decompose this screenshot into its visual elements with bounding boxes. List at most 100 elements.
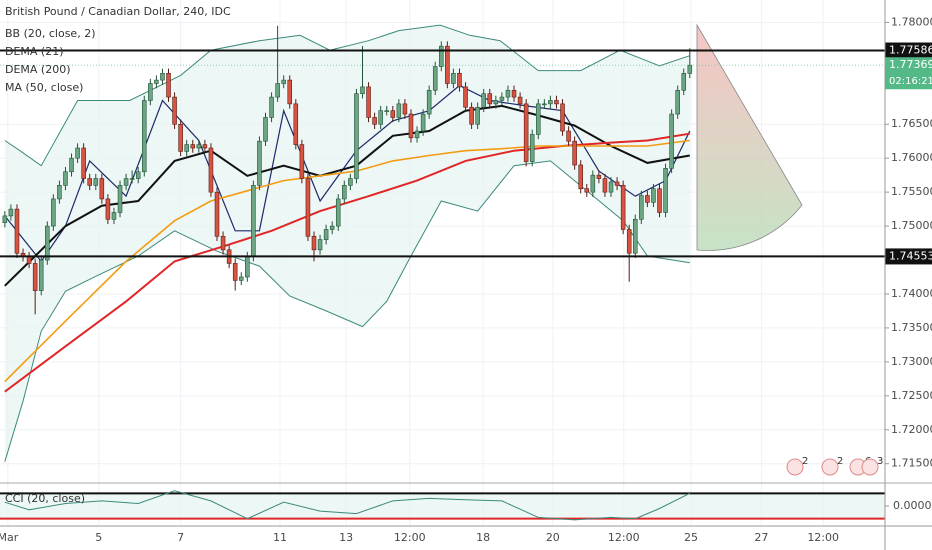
event-icon <box>861 458 879 476</box>
candle-body <box>232 263 238 281</box>
x-tick-label: 7 <box>177 531 184 544</box>
candle-body <box>499 96 505 101</box>
candle-body <box>384 110 390 112</box>
candle-body <box>402 103 408 115</box>
candle-body <box>572 140 577 166</box>
projection-shape[interactable] <box>696 23 803 251</box>
y-tick-label: 1.76500 <box>891 117 932 130</box>
x-tick-label: 18 <box>476 531 490 544</box>
candle-body <box>626 229 632 254</box>
candle-body <box>542 103 547 106</box>
candle-body <box>590 174 596 193</box>
x-tick-label: 27 <box>754 531 768 544</box>
candle-body <box>536 103 541 135</box>
candle-body <box>457 73 462 88</box>
level-box <box>885 42 932 59</box>
y-tick-label: 1.73500 <box>891 321 932 334</box>
candle-body <box>208 147 214 193</box>
level-box <box>885 248 932 265</box>
candle-body <box>548 100 553 105</box>
candle-body <box>639 195 644 220</box>
candle-body <box>487 93 493 105</box>
legend-entry: DEMA (21) <box>5 45 64 58</box>
candle-body <box>251 185 256 257</box>
candle-body <box>111 212 117 220</box>
y-tick-label: 1.74000 <box>891 287 932 300</box>
cci-line <box>4 490 691 521</box>
indicator-line <box>4 132 690 393</box>
cci-tick-label: 0.0000 <box>893 499 932 512</box>
candle-body <box>129 178 135 180</box>
x-tick-label: 5 <box>95 531 102 544</box>
x-tick-label: 11 <box>273 531 287 544</box>
y-tick-label: 1.75000 <box>891 219 932 232</box>
candle-body <box>51 198 56 227</box>
candle-body <box>190 144 196 149</box>
candle-body <box>57 185 62 200</box>
candle-body <box>196 144 202 149</box>
candle-body <box>687 64 693 74</box>
candles <box>2 25 693 315</box>
x-tick-label: 20 <box>546 531 560 544</box>
candle-body <box>166 73 171 98</box>
event-icon <box>821 458 839 476</box>
candle-body <box>342 185 347 200</box>
candle-body <box>408 113 414 139</box>
candle-body <box>293 103 299 145</box>
event-count: 2 <box>837 456 843 467</box>
candle-body <box>275 83 280 98</box>
candle-body <box>657 188 662 213</box>
y-tick-label: 1.72500 <box>891 389 932 402</box>
candle-body <box>160 73 165 81</box>
candle-body <box>220 235 226 251</box>
y-tick-label: 1.75500 <box>891 185 932 198</box>
indicator-line <box>4 139 690 383</box>
candle-body <box>426 89 432 115</box>
candle-body <box>238 276 244 281</box>
candle-body <box>354 93 359 179</box>
candle-body <box>148 83 153 101</box>
cci-legend: CCI (20, close) <box>5 492 85 505</box>
candle-body <box>214 191 220 237</box>
candle-body <box>8 208 14 217</box>
candle-body <box>75 147 80 159</box>
candle-body <box>614 181 620 186</box>
level-label: 1.77586 <box>889 44 932 57</box>
candle-body <box>348 178 353 186</box>
candle-body <box>317 239 323 251</box>
candle-body <box>420 113 426 132</box>
candle-body <box>432 66 438 91</box>
candle-body <box>311 235 317 251</box>
candle-body <box>154 79 159 84</box>
candle-body <box>632 218 638 254</box>
candle-body <box>141 100 147 173</box>
legend-entry: BB (20, close, 2) <box>5 27 96 40</box>
y-tick-label: 1.78000 <box>891 15 932 28</box>
legend-entry: DEMA (200) <box>5 63 71 76</box>
candle-body <box>335 198 341 227</box>
candle-body <box>439 45 444 67</box>
cci-band <box>0 493 885 519</box>
candle-body <box>299 144 305 179</box>
candle-body <box>105 198 111 220</box>
candle-body <box>554 100 559 105</box>
candle-body <box>184 144 189 152</box>
candle-body <box>305 178 311 237</box>
last-price-box <box>885 57 932 90</box>
bb-fill <box>4 25 690 462</box>
y-tick-label: 1.71500 <box>891 457 932 470</box>
candle-body <box>529 134 535 162</box>
candle-body <box>287 79 293 105</box>
candle-body <box>675 89 680 115</box>
candle-body <box>87 178 92 186</box>
candle-body <box>608 181 614 193</box>
candle-body <box>14 208 20 254</box>
bb-upper <box>4 24 690 167</box>
level-label: 1.74553 <box>889 249 932 262</box>
x-tick-label: Mar <box>0 531 19 544</box>
candle-body <box>2 215 8 223</box>
candle-body <box>511 89 517 98</box>
y-tick-label: 1.73000 <box>891 355 932 368</box>
candle-body <box>620 185 626 230</box>
candle-body <box>451 73 456 84</box>
